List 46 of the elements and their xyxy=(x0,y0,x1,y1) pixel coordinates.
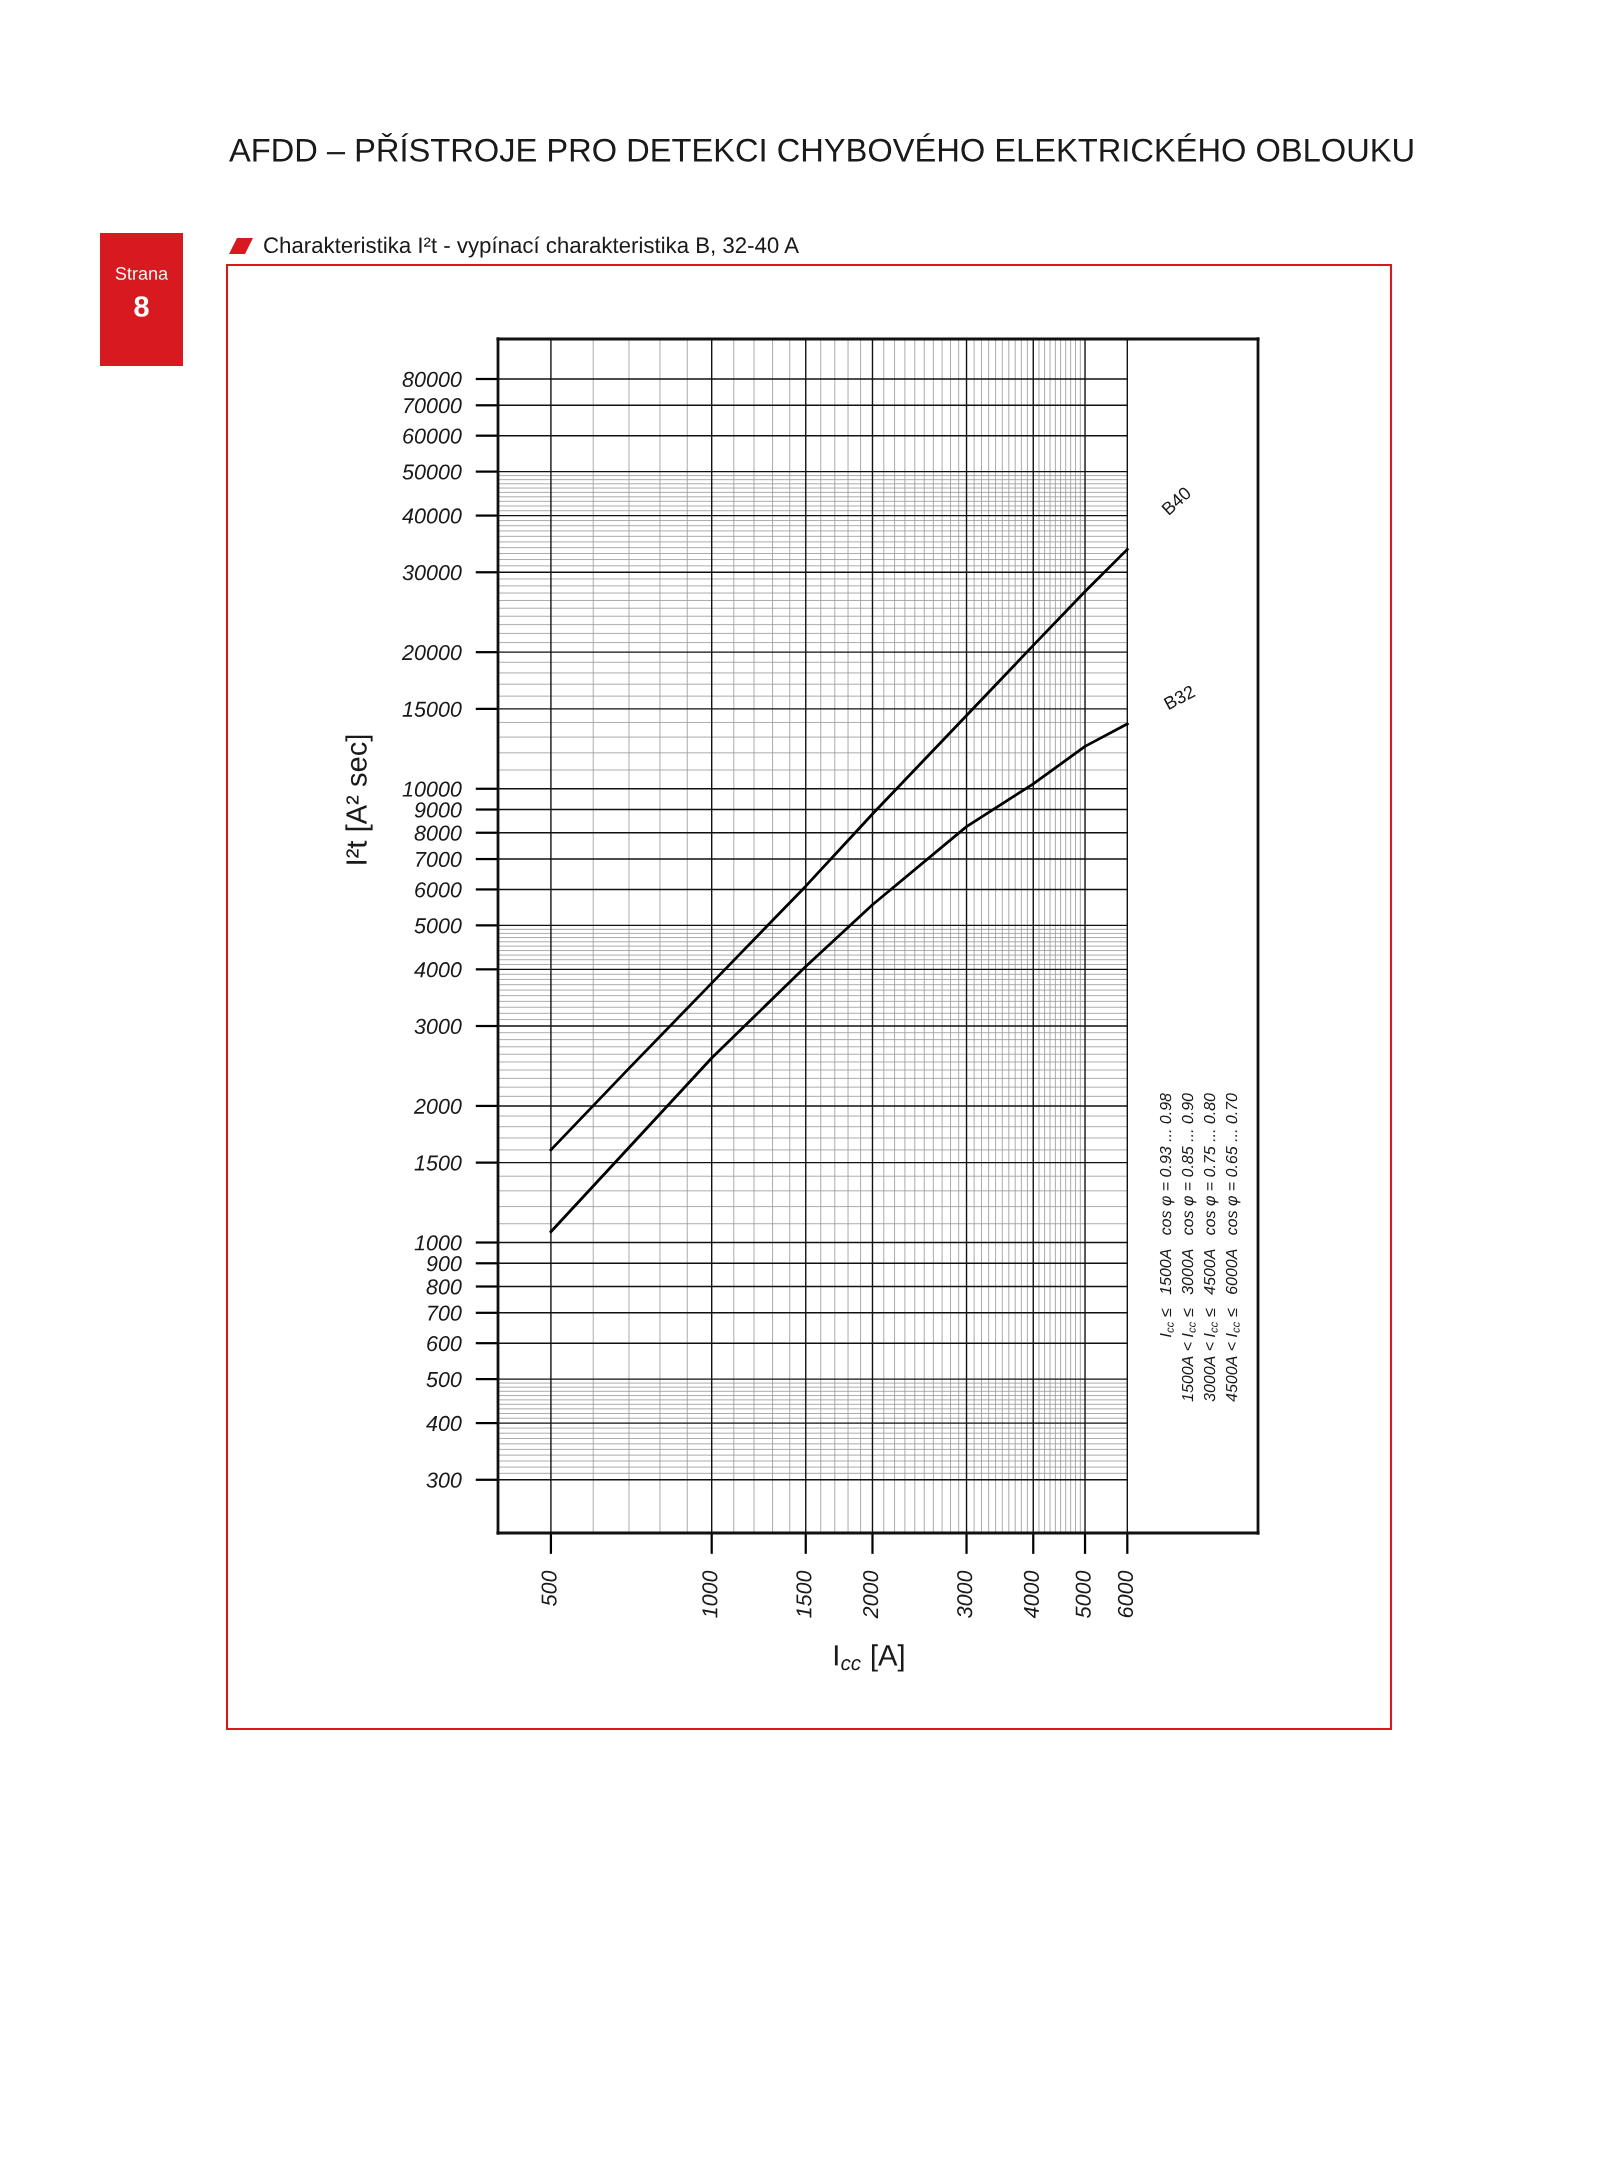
x-tick-label: 1500 xyxy=(796,1570,812,1618)
y-tick-label: 6000 xyxy=(415,882,462,898)
chart-title: AFDD – PŘÍSTROJE PRO DETEKCI CHYBOVÉHO ELEKTRICKÉHO OBLOUKU xyxy=(229,132,1413,162)
x-tick-label: 1000 xyxy=(702,1570,718,1618)
y-tick-label: 500 xyxy=(426,1371,462,1388)
x-tick-label: 500 xyxy=(541,1570,557,1606)
y-tick-label: 50000 xyxy=(402,464,462,480)
y-tick-label: 600 xyxy=(427,1335,462,1352)
annotation: 4500A < I$_{cc}$ ≤ 6000A cos φ = 0.65 ... 0.70 xyxy=(1225,1093,1241,1402)
y-tick-label: 800 xyxy=(426,1279,462,1295)
x-tick-label: 3000 xyxy=(957,1570,973,1618)
annotation: 1500A < I$_{cc}$ ≤ 3000A cos φ = 0.85 ... 0.90 xyxy=(1181,1093,1197,1402)
y-tick-label: 40000 xyxy=(402,508,462,524)
annotation: I$_{cc}$ ≤ 1500A cos φ = 0.93 ... 0.98 xyxy=(1159,1093,1175,1337)
y-tick-label: 300 xyxy=(426,1472,462,1488)
y-axis-title: I²t [A² sec] xyxy=(345,735,373,864)
x-axis-title: I$_{cc}$ [A] xyxy=(834,1644,904,1672)
y-tick-label: 10000 xyxy=(402,781,462,797)
annotation: 3000A < I$_{cc}$ ≤ 4500A cos φ = 0.75 ... 0.80 xyxy=(1203,1093,1219,1402)
y-tick-label: 3000 xyxy=(414,1018,462,1035)
chart-subtitle: Charakteristika I²t - vypínací charakteristika B, 32-40 A xyxy=(264,236,799,258)
y-tick-label: 400 xyxy=(426,1415,462,1432)
y-tick-label: 4000 xyxy=(414,962,462,978)
y-tick-label: 7000 xyxy=(416,851,462,868)
y-tick-label: 700 xyxy=(428,1305,462,1321)
y-tick-label: 20000 xyxy=(401,644,462,661)
y-tick-label: 70000 xyxy=(404,398,462,414)
y-tick-label: 30000 xyxy=(402,565,462,581)
y-tick-label: 8000 xyxy=(414,825,462,841)
x-tick-label: 6000 xyxy=(1117,1570,1134,1618)
y-tick-label: 5000 xyxy=(414,918,462,934)
text: B32 xyxy=(1163,684,1196,710)
y-tick-label: 15000 xyxy=(402,701,462,717)
text: Strana xyxy=(115,267,169,280)
x-tick-label: 2000 xyxy=(863,1570,879,1619)
y-tick-label: 60000 xyxy=(403,428,462,444)
y-tick-label: 900 xyxy=(426,1256,462,1272)
y-tick-label: 1500 xyxy=(414,1155,462,1171)
text: B40 xyxy=(1161,485,1192,516)
y-tick-label: 1000 xyxy=(414,1235,462,1251)
y-tick-label: 9000 xyxy=(414,802,462,818)
y-tick-label: 2000 xyxy=(413,1098,462,1114)
x-tick-label: 5000 xyxy=(1075,1570,1091,1618)
y-tick-label: 80000 xyxy=(402,371,462,387)
x-tick-label: 4000 xyxy=(1023,1570,1040,1619)
text: 8 xyxy=(134,296,149,317)
